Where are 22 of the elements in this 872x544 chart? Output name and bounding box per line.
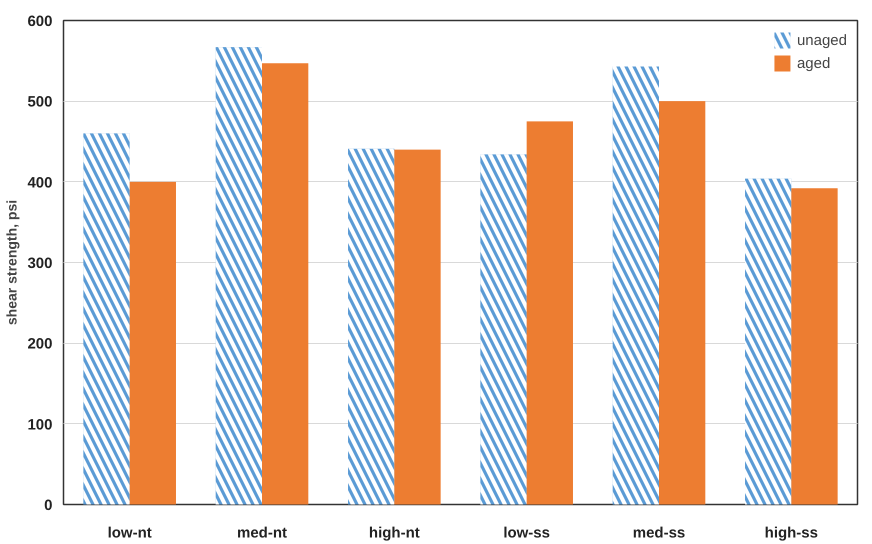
bar [130, 182, 176, 504]
x-tick-label: high-ss [764, 524, 818, 542]
y-tick-label: 500 [27, 94, 53, 111]
bar [791, 188, 838, 504]
x-tick-label: med-ss [632, 524, 686, 542]
bar [394, 150, 441, 504]
legend-label: unaged [796, 32, 847, 48]
bar [659, 101, 706, 504]
bar [262, 63, 308, 504]
y-tick-label: 0 [44, 497, 52, 514]
y-tick-label: 200 [27, 336, 53, 353]
legend-label: aged [796, 54, 830, 72]
bar [526, 121, 573, 504]
x-tick-label: high-nt [368, 524, 420, 542]
x-tick-label: low-ss [503, 524, 550, 542]
y-tick-label: 600 [27, 13, 53, 30]
y-tick-label: 400 [27, 174, 53, 192]
y-axis-title: shear strength, psi [3, 200, 20, 326]
y-tick-label: 300 [27, 255, 53, 272]
x-tick-label: med-nt [237, 524, 287, 542]
y-tick-label: 100 [27, 416, 53, 434]
x-tick-label: low-nt [108, 524, 152, 542]
